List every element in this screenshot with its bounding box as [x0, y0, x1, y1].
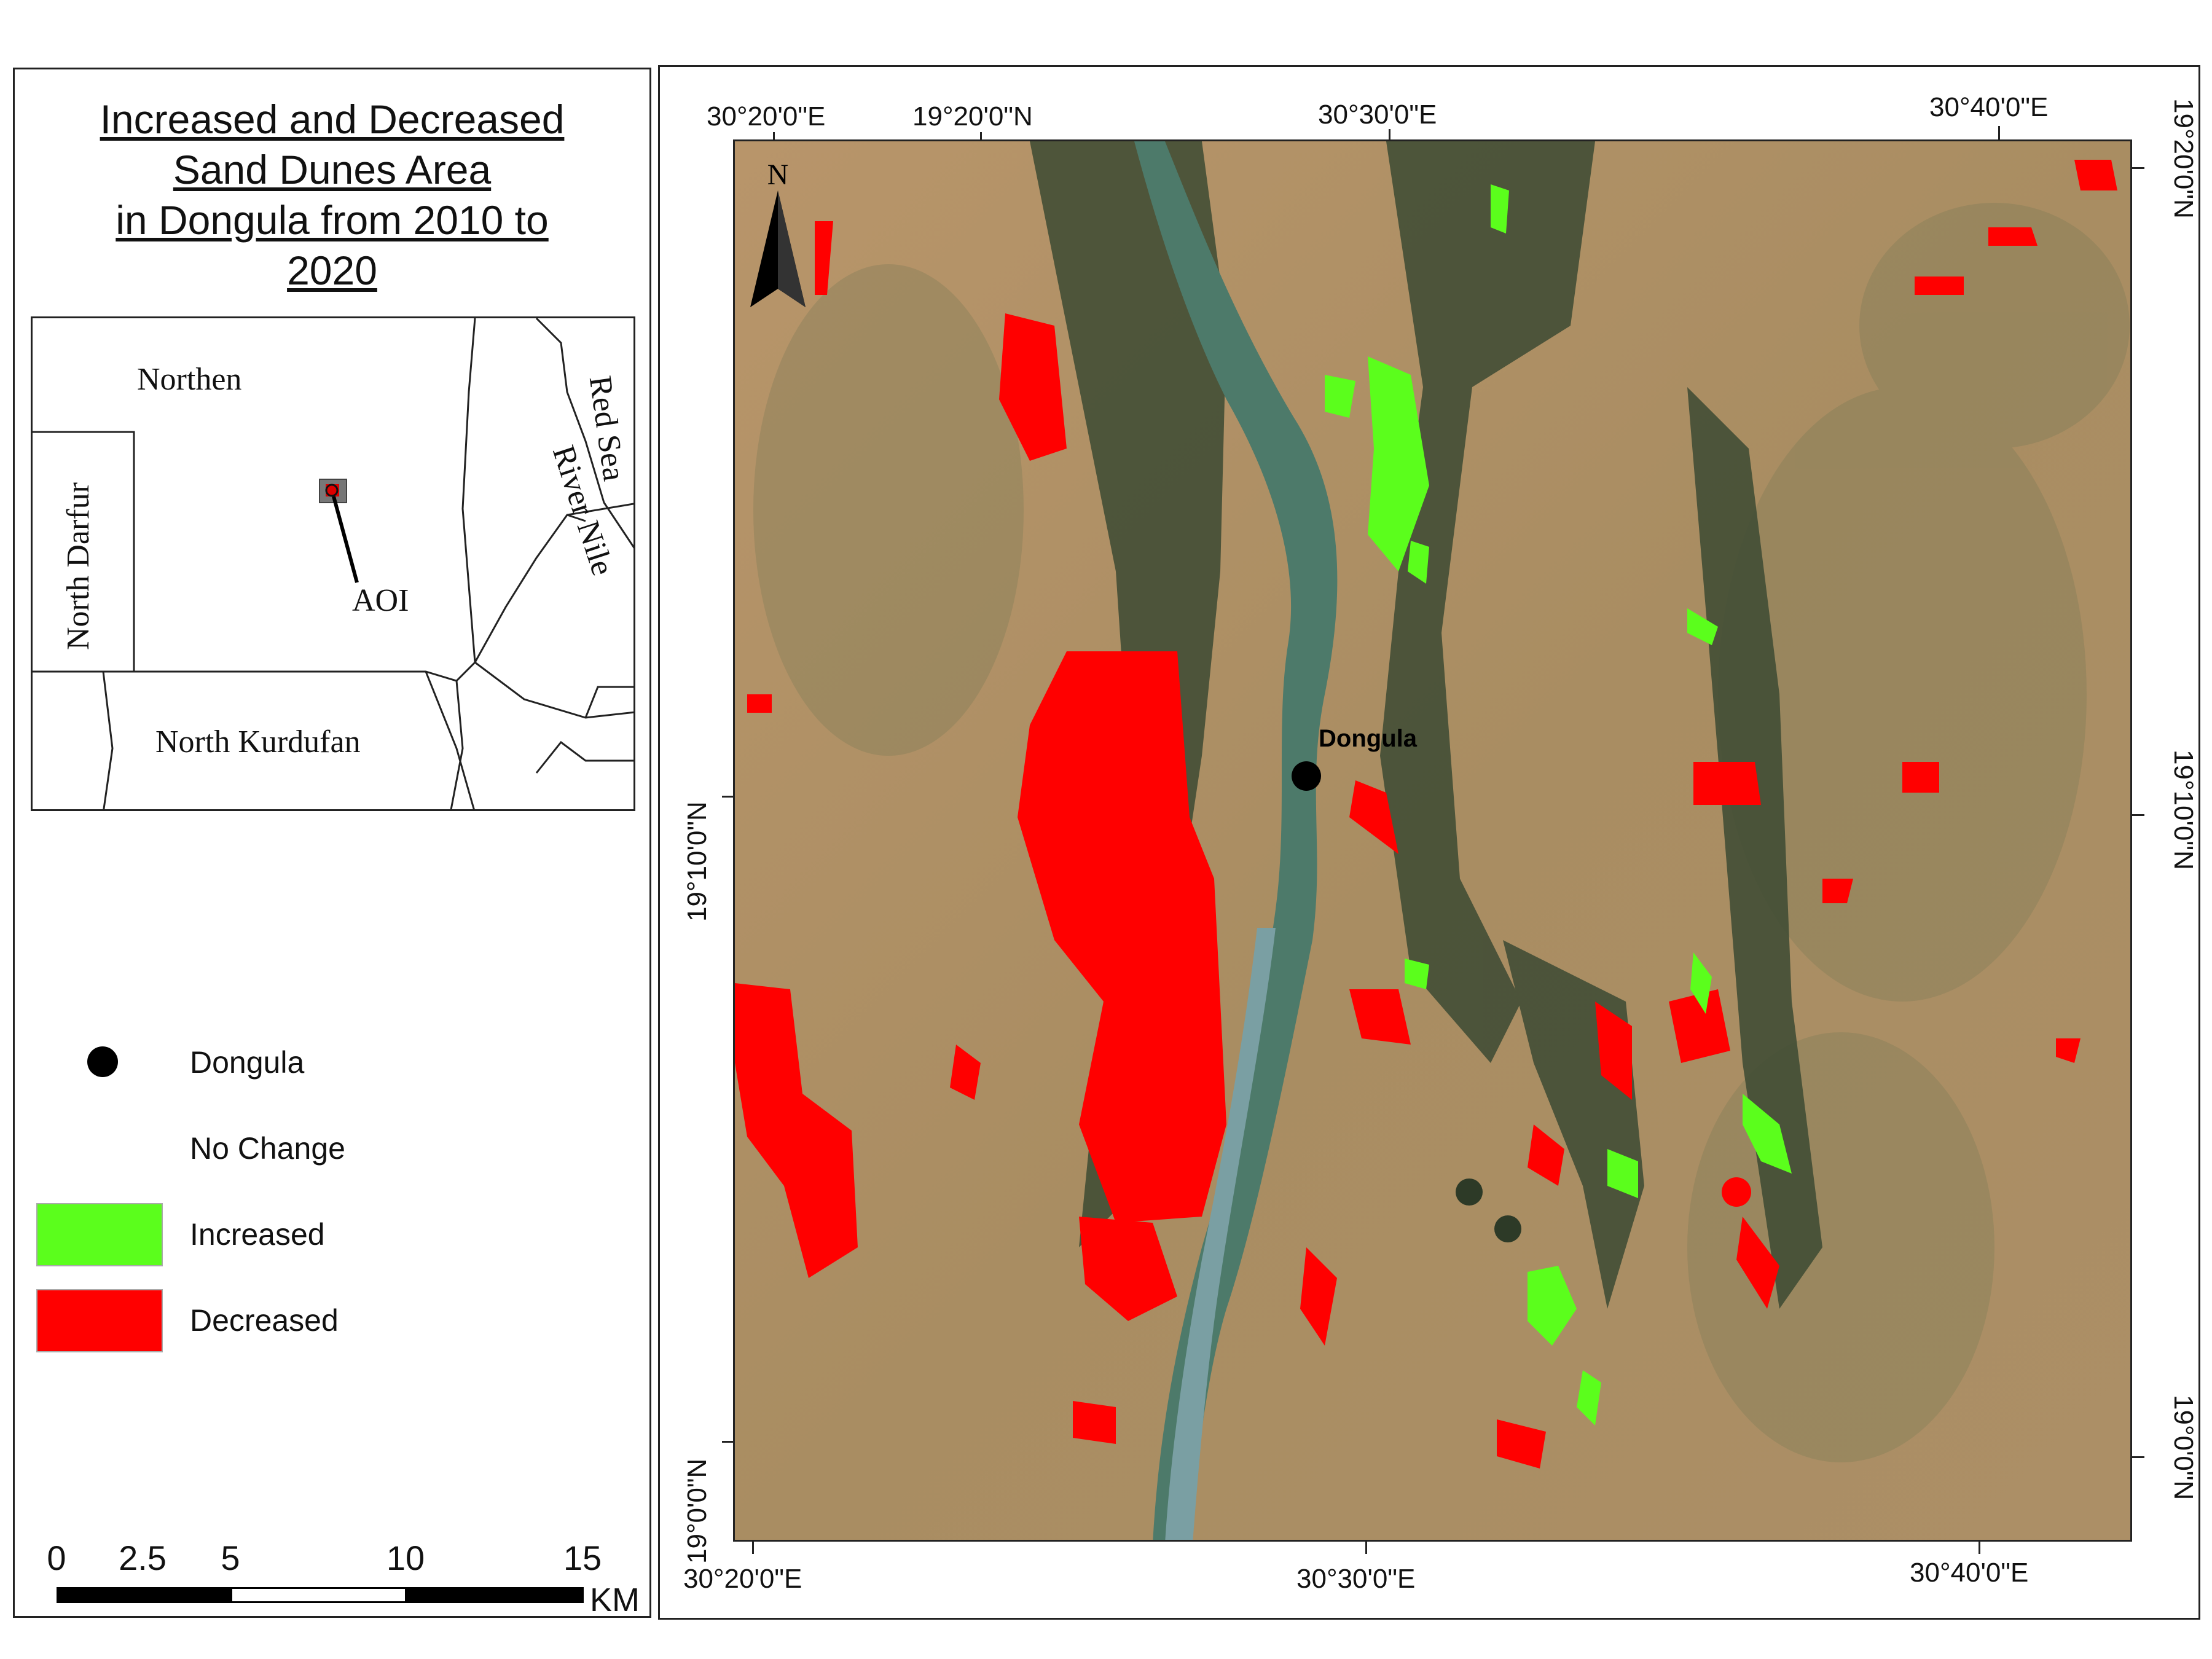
inset-boundaries [33, 318, 633, 809]
title-line-1: Increased and Decreased [100, 96, 565, 142]
coord-bottom-3: 30°40'0"E [1910, 1558, 2029, 1588]
legend-item-decreased: Decreased [36, 1289, 589, 1352]
nile-river-lower [1165, 928, 1276, 1540]
legend-swatch-decreased [36, 1289, 163, 1352]
legend-item-no-change: No Change [36, 1117, 589, 1179]
title-line-4: 2020 [287, 248, 377, 293]
coord-top-2: 19°20'0"N [912, 101, 1033, 131]
locator-inset-map: Northen North Darfur River Nile Red Sea … [31, 316, 635, 811]
scale-label-10: 10 [386, 1539, 425, 1577]
inset-label-aoi: AOI [352, 583, 409, 618]
legend-label-dongula: Dongula [190, 1045, 305, 1080]
scale-segment-1 [57, 1587, 232, 1603]
legend-swatch-increased [36, 1203, 163, 1266]
coord-right-3: 19°0'0"N [2168, 1395, 2198, 1500]
north-arrow [750, 190, 806, 307]
tick-right-1 [2132, 167, 2144, 169]
coord-bottom-2: 30°30'0"E [1296, 1564, 1416, 1594]
tick-top-3 [1389, 129, 1390, 140]
coord-bottom-1: 30°20'0"E [683, 1564, 802, 1594]
inset-label-north-kurdufan: North Kurdufan [155, 724, 361, 759]
scale-label-2-5: 2.5 [119, 1539, 167, 1577]
tick-left-1 [722, 796, 734, 798]
tick-right-3 [2132, 1456, 2144, 1458]
dongula-point [1292, 761, 1321, 791]
scale-label-0: 0 [47, 1539, 66, 1577]
scale-unit: KM [590, 1582, 640, 1618]
scale-segment-2 [230, 1587, 407, 1603]
left-panel: Increased and Decreased Sand Dunes Area … [13, 68, 651, 1618]
tick-top-1 [773, 132, 775, 143]
legend-label-decreased: Decreased [190, 1303, 339, 1338]
tick-left-2 [722, 1441, 734, 1443]
legend-point-symbol [87, 1046, 118, 1077]
title-line-3: in Dongula from 2010 to [116, 197, 549, 243]
increased-areas [1325, 184, 1792, 1426]
scale-segment-3 [406, 1587, 584, 1603]
coord-top-3: 30°30'0"E [1318, 100, 1437, 130]
coord-left-1: 19°10'0"N [682, 801, 712, 922]
title-line-2: Sand Dunes Area [173, 147, 492, 192]
coord-top-4: 30°40'0"E [1929, 92, 2049, 122]
coord-right-1: 19°20'0"N [2168, 98, 2198, 219]
dongula-label: Dongula [1319, 725, 1418, 752]
tick-bottom-3 [1979, 1542, 1980, 1554]
coord-right-2: 19°10'0"N [2168, 750, 2198, 870]
inset-label-northen: Northen [137, 362, 242, 397]
irrigation-circle-2 [1494, 1215, 1521, 1242]
nile-river [1134, 141, 1338, 1540]
map-title: Increased and Decreased Sand Dunes Area … [15, 94, 649, 296]
irrigation-circle-1 [1456, 1179, 1483, 1206]
coord-left-2: 19°0'0"N [682, 1458, 712, 1564]
main-map: N Dongula [733, 139, 2132, 1542]
legend-item-dongula: Dongula [36, 1031, 589, 1092]
scale-bar: 0 2.5 5 10 15 KM [43, 1538, 640, 1624]
scale-label-5: 5 [221, 1539, 240, 1577]
tick-top-2 [980, 132, 982, 143]
north-arrow-label: N [767, 159, 789, 191]
legend-label-no-change: No Change [190, 1131, 345, 1166]
tick-top-4 [1998, 126, 2000, 139]
decreased-areas [735, 160, 2117, 1469]
tick-bottom-1 [752, 1542, 754, 1554]
tick-right-2 [2132, 814, 2144, 816]
tick-bottom-2 [1365, 1542, 1367, 1554]
scale-label-15: 15 [563, 1539, 602, 1577]
inset-label-north-darfur: North Darfur [61, 482, 96, 650]
coord-top-1: 30°20'0"E [707, 101, 826, 131]
legend-item-increased: Increased [36, 1203, 589, 1266]
legend-label-increased: Increased [190, 1217, 325, 1252]
satellite-map: N Dongula [735, 141, 2130, 1540]
